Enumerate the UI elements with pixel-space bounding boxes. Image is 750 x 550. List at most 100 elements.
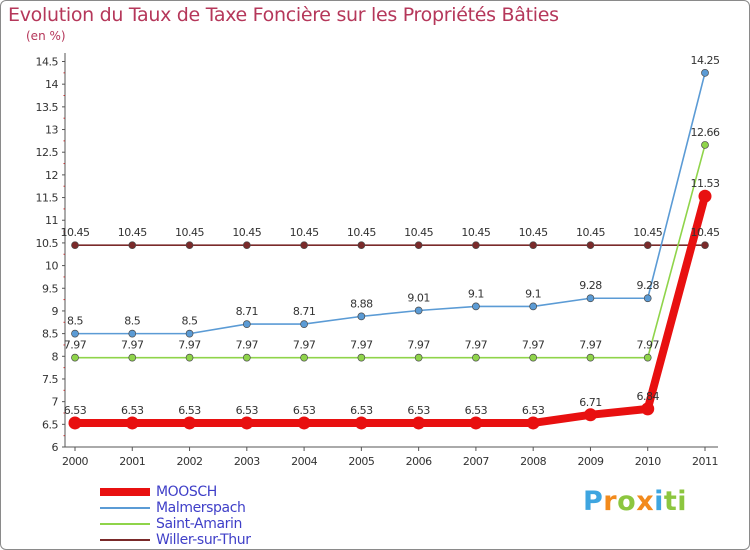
y-tick-label: 6.5 <box>42 418 58 431</box>
data-label: 8.5 <box>182 315 198 328</box>
data-point <box>414 306 423 315</box>
data-label: 9.01 <box>407 291 430 304</box>
x-tick-label: 2000 <box>62 455 88 468</box>
data-label: 10.45 <box>404 226 433 239</box>
data-label: 6.53 <box>121 404 144 417</box>
legend-swatch <box>100 488 150 496</box>
y-tick-label: 7 <box>52 396 59 409</box>
data-point <box>125 416 139 430</box>
y-tick-label: 12 <box>45 169 58 182</box>
x-tick-label: 2003 <box>234 455 260 468</box>
legend-label: Saint-Amarin <box>156 516 242 532</box>
y-tick-label: 9.5 <box>42 282 58 295</box>
y-tick-label: 7.5 <box>42 373 58 386</box>
data-point <box>354 416 368 430</box>
data-label: 7.97 <box>465 339 488 352</box>
data-point <box>128 329 137 338</box>
data-point <box>242 320 251 328</box>
data-point <box>185 329 194 338</box>
data-point <box>185 241 194 250</box>
data-point <box>586 294 595 303</box>
data-point <box>297 416 311 430</box>
data-label: 7.97 <box>636 339 659 352</box>
data-point <box>128 353 137 362</box>
y-tick-label: 11.5 <box>36 192 59 205</box>
data-point <box>357 312 366 321</box>
y-tick-label: 8 <box>52 350 59 363</box>
data-point <box>529 241 538 250</box>
data-point <box>526 416 540 430</box>
x-tick-label: 2004 <box>291 455 317 468</box>
series-line-saint-amarin <box>74 144 706 359</box>
data-label: 7.97 <box>178 339 201 352</box>
data-label: 7.97 <box>64 339 87 352</box>
proxiti-logo: Proxiti <box>583 486 688 517</box>
chart-title: Evolution du Taux de Taxe Foncière sur l… <box>8 4 559 26</box>
data-label: 8.88 <box>350 297 373 310</box>
legend-label: Malmerspach <box>156 500 246 516</box>
data-point <box>643 241 652 250</box>
data-point <box>583 408 597 422</box>
data-label: 7.97 <box>350 339 373 352</box>
data-point <box>701 141 709 149</box>
data-label: 6.71 <box>579 396 602 409</box>
y-tick-label: 6 <box>52 441 59 454</box>
data-point <box>586 241 595 250</box>
data-label: 6.53 <box>178 404 201 417</box>
data-label: 6.53 <box>522 404 545 417</box>
data-label: 9.1 <box>468 287 484 300</box>
data-point <box>68 416 82 430</box>
data-label: 6.53 <box>407 404 430 417</box>
x-tick-label: 2001 <box>119 455 145 468</box>
data-point <box>414 353 423 362</box>
data-label: 12.66 <box>691 126 720 139</box>
x-tick-label: 2007 <box>463 455 489 468</box>
data-point <box>357 241 366 250</box>
data-point <box>183 416 197 430</box>
data-point <box>300 320 308 328</box>
data-label: 9.28 <box>636 279 659 292</box>
data-point <box>71 353 79 362</box>
data-label: 10.45 <box>232 226 261 239</box>
data-label: 10.45 <box>633 226 662 239</box>
x-tick-label: 2010 <box>635 455 661 468</box>
data-label: 10.45 <box>461 226 490 239</box>
y-tick-label: 13 <box>45 124 58 137</box>
data-point <box>242 241 251 250</box>
data-label: 7.97 <box>293 339 316 352</box>
legend-label: MOOSCH <box>156 484 217 500</box>
x-tick-label: 2006 <box>406 455 432 468</box>
data-label: 8.5 <box>67 315 83 328</box>
data-point <box>300 241 308 250</box>
series-line-malmerspach <box>74 72 706 335</box>
data-point <box>641 402 655 416</box>
data-label: 10.45 <box>576 226 605 239</box>
data-label: 11.53 <box>691 177 720 190</box>
data-label: 14.25 <box>691 54 720 67</box>
data-label: 8.5 <box>124 315 140 328</box>
data-label: 6.53 <box>293 404 316 417</box>
data-point <box>701 241 709 250</box>
data-point <box>242 353 251 362</box>
y-tick-label: 9 <box>52 305 59 318</box>
data-label: 6.53 <box>465 404 488 417</box>
chart-unit-label: (en %) <box>26 29 66 43</box>
x-tick-label: 2011 <box>692 455 718 468</box>
data-point <box>472 353 480 362</box>
data-point <box>412 416 426 430</box>
data-point <box>414 241 423 250</box>
data-point <box>240 416 254 430</box>
data-point <box>472 302 480 311</box>
data-label: 7.97 <box>407 339 430 352</box>
data-point <box>698 189 712 203</box>
data-point <box>529 302 538 311</box>
legend-label: Willer-sur-Thur <box>156 532 251 548</box>
data-label: 8.71 <box>293 305 316 318</box>
data-label: 6.84 <box>636 390 659 403</box>
y-tick-label: 10.5 <box>36 237 59 250</box>
data-point <box>701 68 709 77</box>
data-point <box>643 353 652 362</box>
data-point <box>469 416 483 430</box>
x-tick-label: 2002 <box>177 455 203 468</box>
